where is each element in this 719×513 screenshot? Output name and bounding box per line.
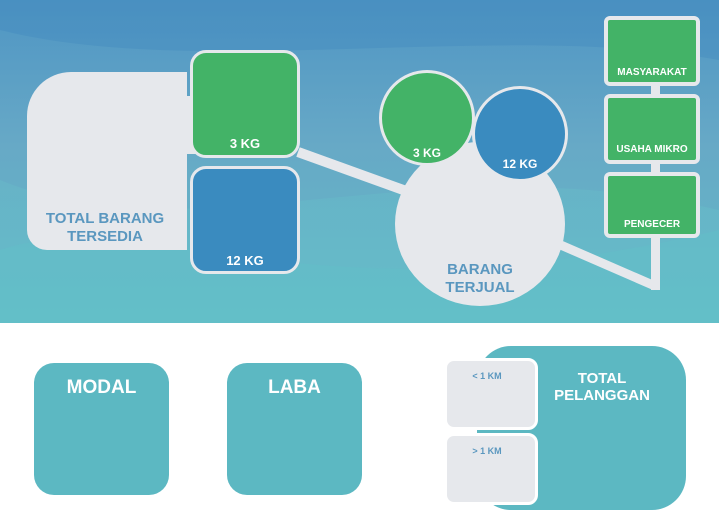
customer-masyarakat-label: MASYARAKAT [617, 67, 687, 78]
stock-green-card [190, 50, 300, 158]
stock-blue-card [190, 166, 300, 274]
sold-green-circle [379, 70, 475, 166]
total-stock-label-line1: TOTAL BARANG [45, 210, 165, 227]
customer-usaha-mikro-label: USAHA MIKRO [616, 144, 688, 155]
total-pelanggan-line1: TOTAL [577, 370, 627, 387]
customer-masyarakat-card [604, 16, 700, 86]
total-pelanggan-line2: PELANGGAN [554, 387, 650, 404]
distance-under-1km-label: < 1 KM [472, 371, 502, 381]
distance-over-1km-label: > 1 KM [472, 446, 502, 456]
laba-label: LABA [268, 377, 321, 398]
distance-over-1km-card[interactable]: > 1 KM [444, 433, 538, 505]
sold-label-line2: TERJUAL [445, 279, 515, 296]
customer-usaha-mikro-card [604, 94, 700, 164]
stock-blue-value: 12 KG [226, 253, 264, 268]
sold-blue-circle [472, 86, 568, 182]
total-stock-label-line2: TERSEDIA [67, 228, 143, 245]
stock-green-value: 3 KG [229, 136, 261, 151]
sold-label-line1: BARANG [447, 261, 513, 278]
modal-button[interactable]: MODAL [34, 363, 169, 495]
sold-blue-value: 12 KG [502, 157, 538, 171]
customer-pengecer-card [604, 172, 700, 238]
modal-label: MODAL [66, 377, 137, 398]
customer-pengecer-label: PENGECER [623, 219, 681, 230]
total-stock-card [27, 72, 187, 250]
distance-under-1km-card[interactable]: < 1 KM [444, 358, 538, 430]
laba-button[interactable]: LABA [227, 363, 362, 495]
diagram-panel: TOTAL BARANG TERSEDIA 3 KG 12 KG BARANG … [0, 0, 719, 323]
sold-green-value: 3 KG [412, 146, 441, 160]
